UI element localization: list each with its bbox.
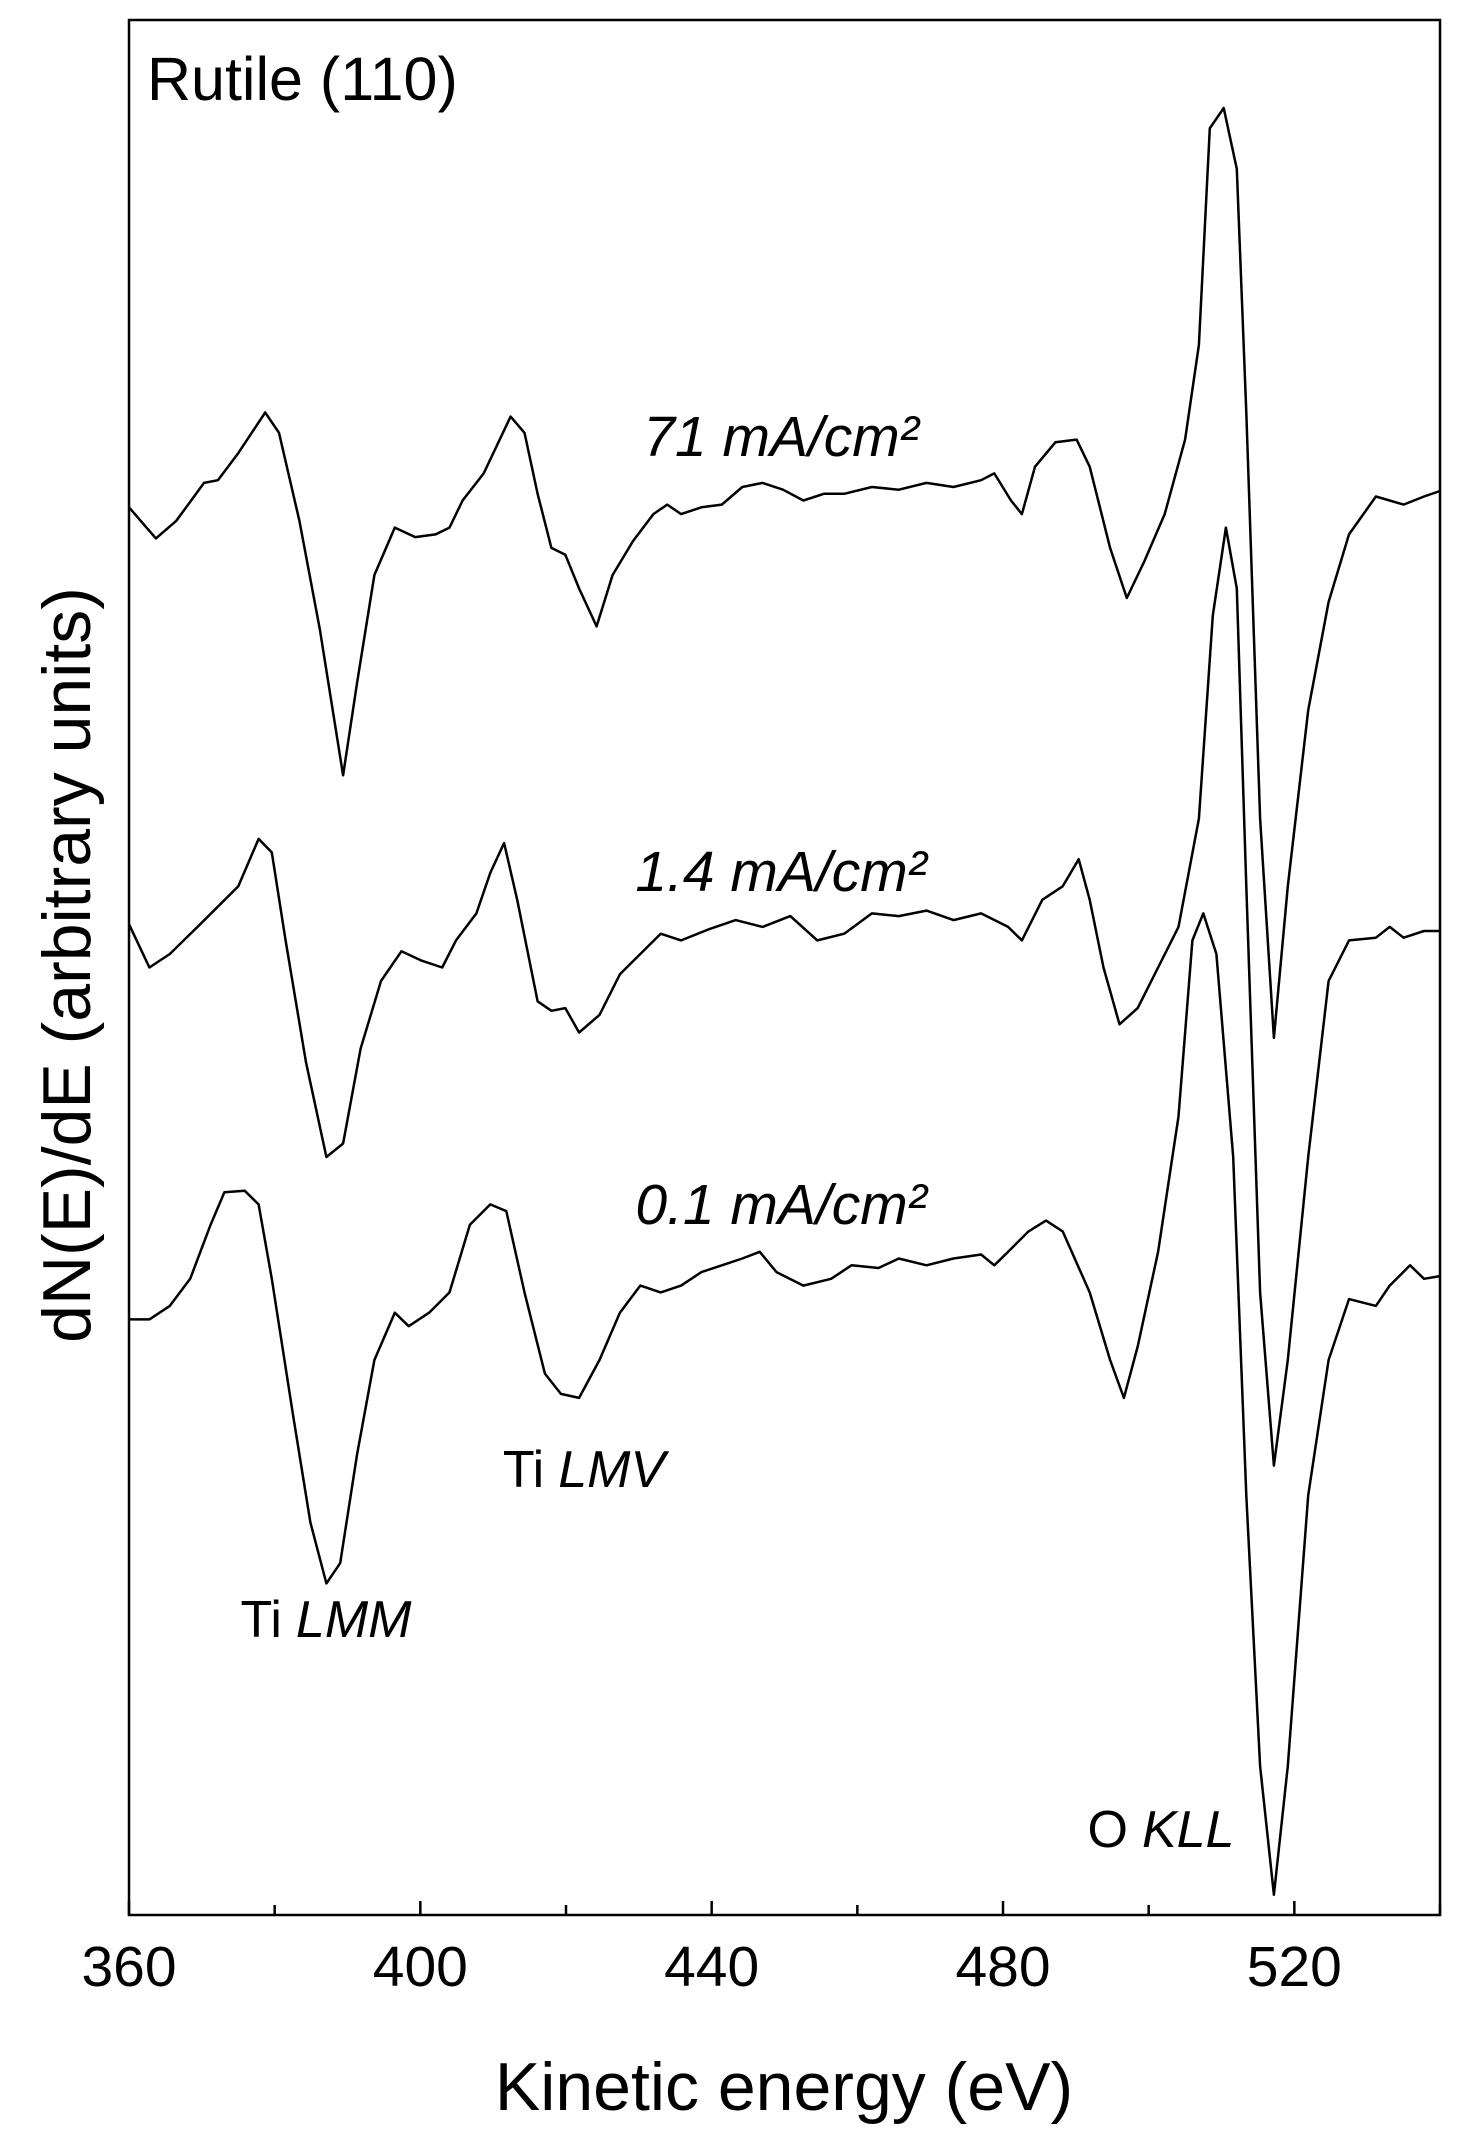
series-label: 71 mA/cm² (643, 405, 921, 469)
annotation-part: LMM (296, 1591, 412, 1649)
x-axis-title: Kinetic energy (eV) (495, 2049, 1073, 2125)
plot-frame (127, 18, 1442, 1917)
annotation-part: LMV (558, 1441, 669, 1499)
annotation: Ti LMM (241, 1591, 413, 1649)
annotation-part: O (1088, 1801, 1128, 1859)
spectrum-line (127, 526, 1440, 1467)
annotation: Ti LMV (503, 1441, 670, 1499)
x-tick-label: 360 (81, 1935, 176, 1999)
x-tick-label: 480 (955, 1935, 1050, 1999)
annotation-part: Ti (503, 1441, 544, 1499)
annotation-part: KLL (1142, 1801, 1235, 1859)
spectrum-line (128, 106, 1441, 1040)
y-axis-title: dN(E)/dE (arbitrary units) (29, 587, 105, 1343)
x-tick-label: 440 (664, 1935, 759, 1999)
series-label: 0.1 mA/cm² (635, 1173, 928, 1237)
annotation: O KLL (1088, 1801, 1235, 1859)
annotation-part: Ti (241, 1591, 282, 1649)
x-tick-label: 400 (373, 1935, 468, 1999)
chart-title: Rutile (110) (147, 45, 458, 113)
spectrum-line (129, 912, 1441, 1896)
x-tick-label: 520 (1247, 1935, 1342, 1999)
series-label: 1.4 mA/cm² (635, 840, 928, 904)
